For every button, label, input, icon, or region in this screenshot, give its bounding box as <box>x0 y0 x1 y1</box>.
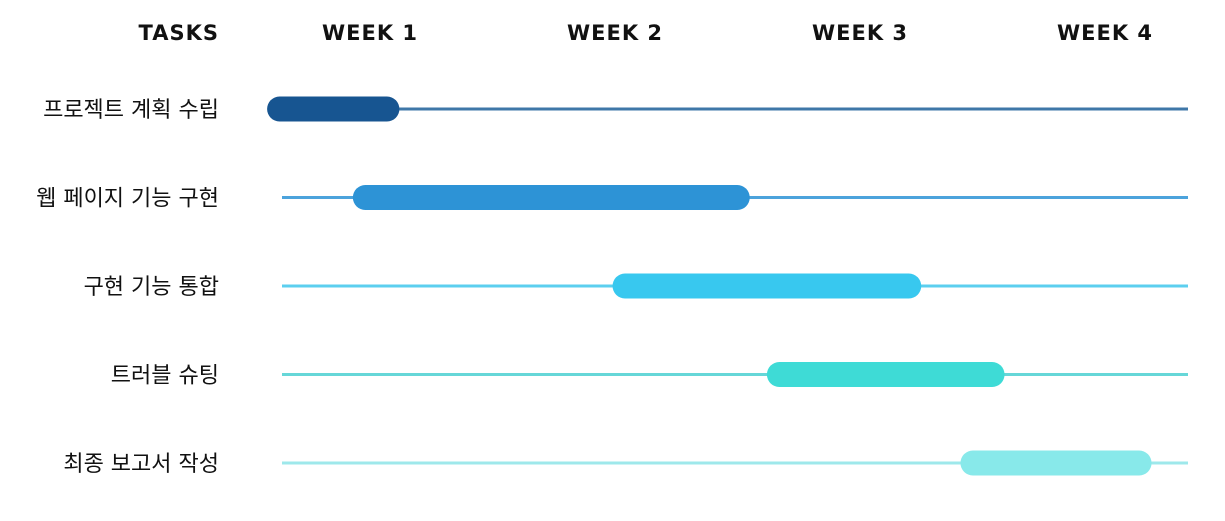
task-row: 프로젝트 계획 수립 <box>43 96 1188 123</box>
task-row: 웹 페이지 기능 구현 <box>36 185 1188 212</box>
task-label: 트러블 슈팅 <box>111 364 219 389</box>
task-bar[interactable] <box>352 185 750 210</box>
week-header: WEEK 2 <box>567 21 663 45</box>
week-header: WEEK 3 <box>812 21 908 45</box>
task-label: 최종 보고서 작성 <box>63 452 219 477</box>
task-label: 프로젝트 계획 수립 <box>43 98 219 123</box>
task-row: 구현 기능 통합 <box>84 273 1188 300</box>
task-bar[interactable] <box>267 96 400 122</box>
task-label: 웹 페이지 기능 구현 <box>36 187 219 212</box>
week-headers: WEEK 1 WEEK 2 WEEK 3 WEEK 4 <box>322 21 1153 45</box>
week-header: WEEK 1 <box>322 21 418 45</box>
task-bar[interactable] <box>612 273 922 299</box>
tasks-header: TASKS <box>139 21 219 45</box>
task-label: 구현 기능 통합 <box>84 275 219 300</box>
task-bar[interactable] <box>960 450 1152 476</box>
task-row: 트러블 슈팅 <box>111 362 1188 389</box>
week-header: WEEK 4 <box>1057 21 1153 45</box>
task-row: 최종 보고서 작성 <box>63 450 1188 477</box>
task-bar[interactable] <box>766 362 1005 387</box>
